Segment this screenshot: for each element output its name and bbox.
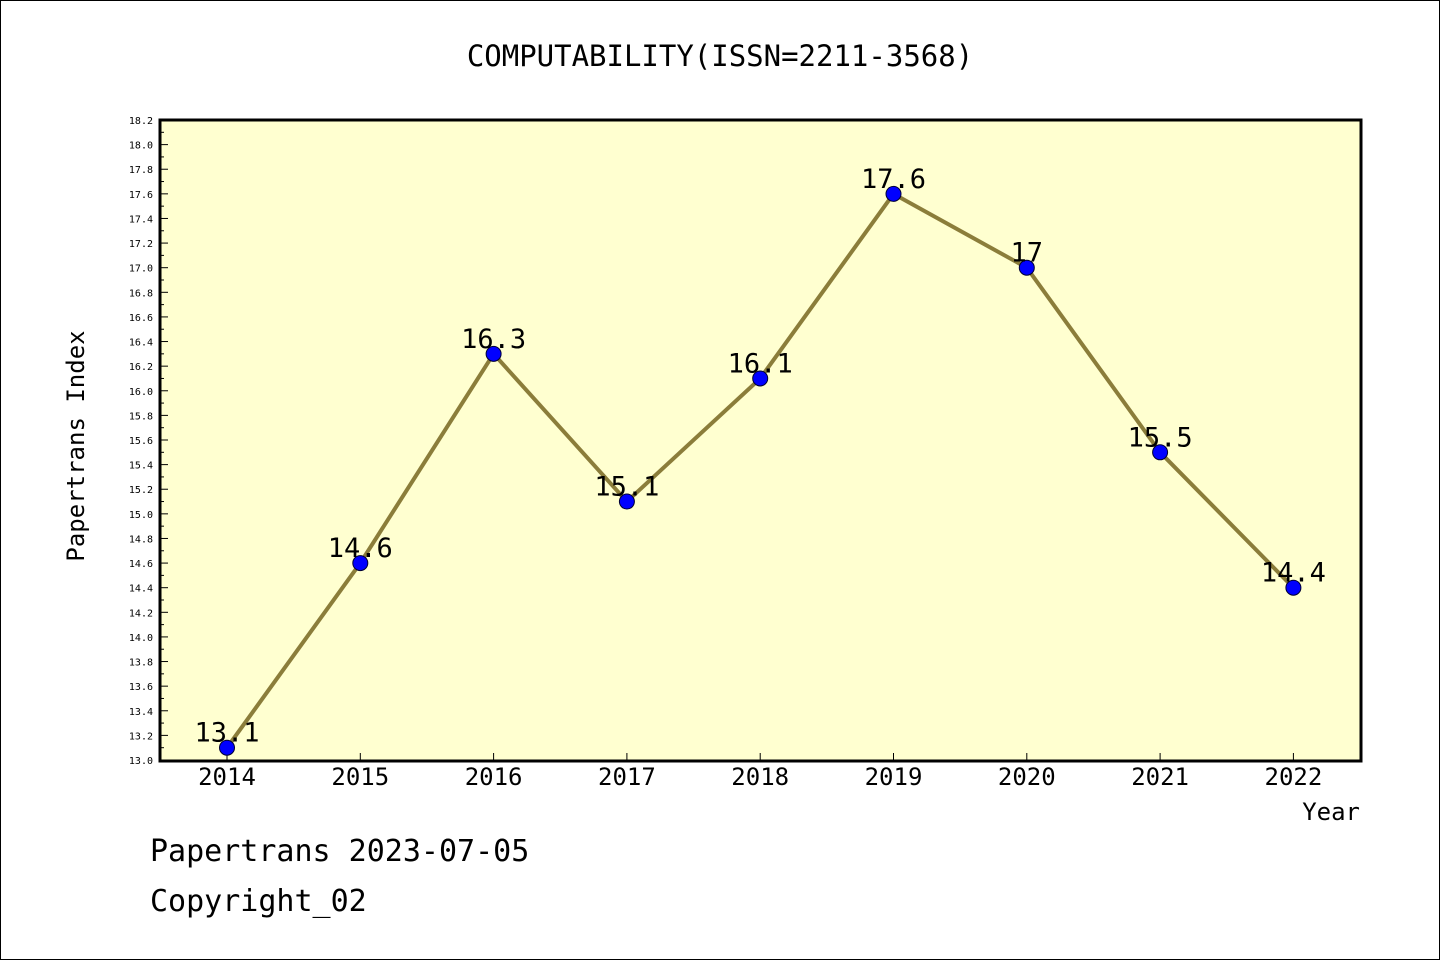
y-tick-label: 17.0 [129, 264, 153, 275]
y-axis-title: Papertrans Index [62, 330, 90, 561]
x-tick-label: 2022 [1265, 763, 1323, 791]
data-point [752, 370, 769, 387]
data-label: 15.1 [594, 472, 659, 503]
data-label: 17.6 [861, 164, 926, 195]
y-tick-label: 18.0 [129, 141, 153, 152]
y-tick-label: 13.4 [129, 707, 153, 718]
data-label: 14.6 [328, 533, 393, 564]
y-tick-label: 16.0 [129, 387, 153, 398]
y-tick-label: 14.2 [129, 608, 153, 619]
chart-title: COMPUTABILITY(ISSN=2211-3568) [467, 39, 973, 73]
data-point [352, 555, 369, 572]
x-axis-title: Year [1302, 798, 1360, 826]
y-tick-label: 17.6 [129, 190, 153, 201]
y-tick-label: 13.0 [129, 756, 153, 767]
y-tick-label: 17.2 [129, 239, 153, 250]
y-tick-label: 13.6 [129, 682, 153, 693]
y-tick-label: 16.4 [129, 338, 153, 349]
y-tick-label: 15.0 [129, 510, 153, 521]
x-tick-label: 2017 [598, 763, 656, 791]
data-point [1152, 444, 1169, 461]
x-axis: 2014 2015 2016 2017 2018 2019 2020 2021 2022 [198, 753, 1322, 791]
data-label: 15.5 [1128, 422, 1193, 453]
y-tick-label: 14.6 [129, 559, 153, 570]
y-tick-label: 15.8 [129, 411, 153, 422]
x-tick-label: 2020 [998, 763, 1056, 791]
y-tick-label: 17.4 [129, 214, 153, 225]
y-tick-label: 13.2 [129, 731, 153, 742]
y-tick-label: 14.8 [129, 534, 153, 545]
y-tick-label: 14.0 [129, 633, 153, 644]
footer-date: Papertrans 2023-07-05 [150, 834, 530, 869]
x-tick-label: 2019 [865, 763, 923, 791]
y-tick-label: 15.2 [129, 485, 153, 496]
series-line: 13.1 14.6 16.3 15.1 16.1 17.6 17 15.5 14.4 [194, 164, 1326, 756]
y-tick-label: 13.8 [129, 658, 153, 669]
data-point [885, 185, 902, 202]
x-tick-label: 2021 [1131, 763, 1189, 791]
x-tick-label: 2018 [731, 763, 789, 791]
data-label: 17 [1011, 238, 1044, 269]
y-tick-label: 16.8 [129, 288, 153, 299]
data-point [618, 493, 635, 510]
data-label: 13.1 [194, 718, 259, 749]
data-point [1285, 579, 1302, 596]
y-tick-label: 16.6 [129, 313, 153, 324]
y-tick-label: 16.2 [129, 362, 153, 373]
x-tick-label: 2015 [331, 763, 389, 791]
y-tick-label: 17.8 [129, 165, 153, 176]
y-tick-label: 18.2 [129, 116, 153, 127]
x-tick-label: 2014 [198, 763, 256, 791]
y-tick-label: 15.6 [129, 436, 153, 447]
data-label: 16.3 [461, 324, 526, 355]
plot-area [158, 118, 1363, 763]
data-point [219, 739, 235, 756]
y-tick-label: 14.4 [129, 584, 153, 595]
footer-copyright: Copyright_02 [150, 884, 367, 919]
y-tick-label: 15.4 [129, 461, 153, 472]
y-axis: 13.0 13.2 13.4 13.6 13.8 14.0 14.2 14.4 14.6 14.8… [129, 116, 168, 767]
data-label: 16.1 [728, 348, 793, 379]
data-point [1018, 259, 1035, 276]
data-label: 14.4 [1261, 558, 1326, 589]
x-tick-label: 2016 [465, 763, 523, 791]
data-point [485, 345, 502, 362]
